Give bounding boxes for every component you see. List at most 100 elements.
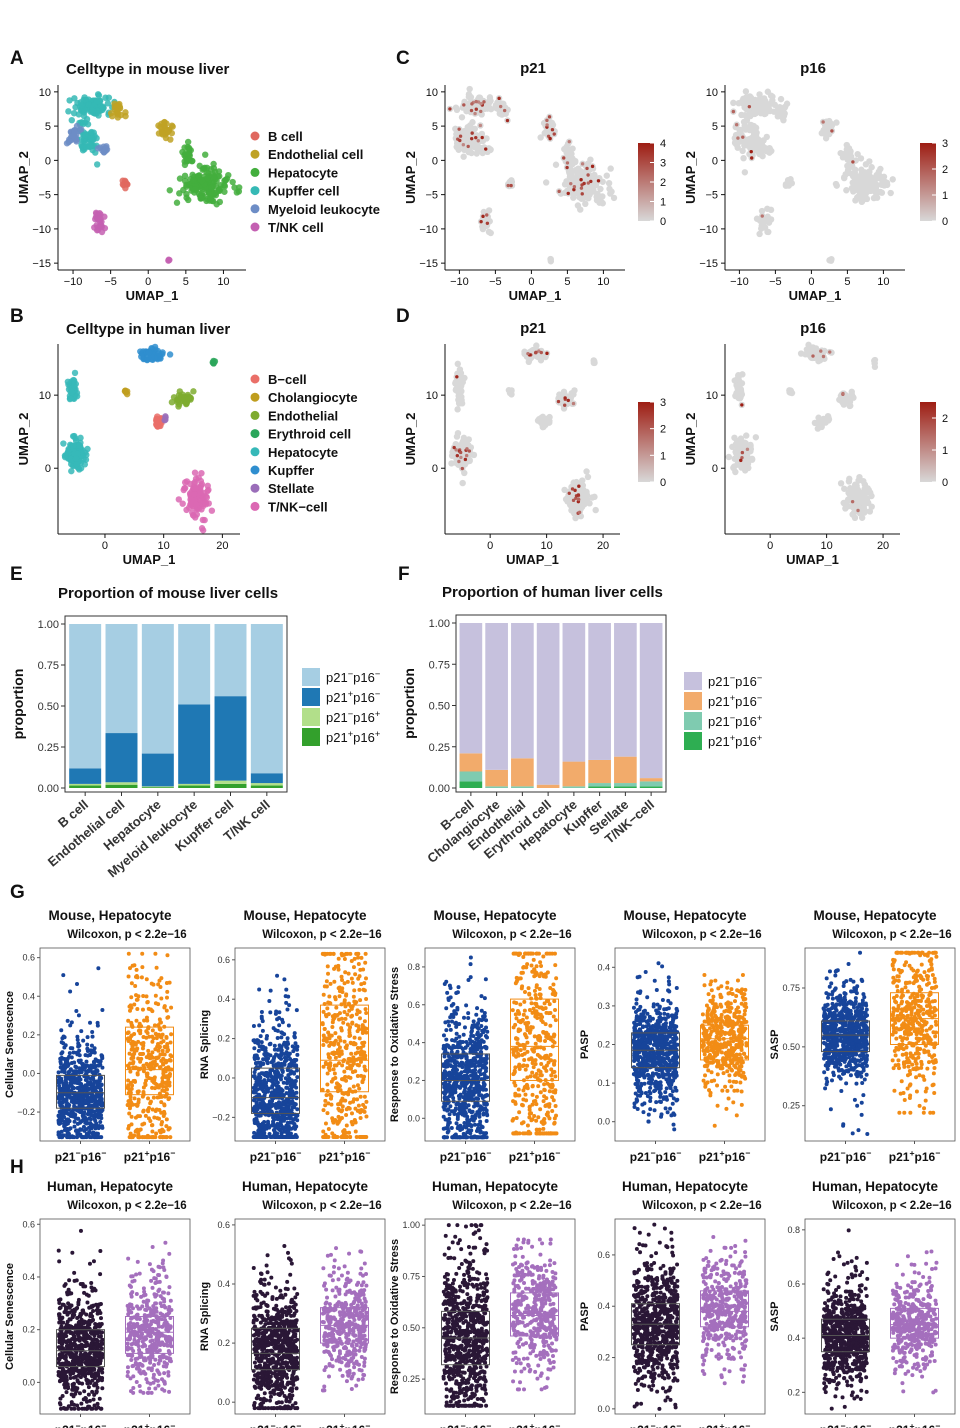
umap-point [737, 386, 744, 394]
y-tick-label: −15 [699, 258, 718, 270]
data-point [75, 1037, 80, 1042]
data-point [154, 1062, 159, 1067]
x-tick-label: 0 [487, 540, 493, 552]
x-tick-label: 5 [183, 276, 189, 288]
umap-point [605, 179, 613, 187]
label-part: p21 [708, 674, 730, 689]
colorbar-tick-label: 0 [660, 216, 666, 228]
x-tick-label: 20 [877, 540, 889, 552]
data-point [129, 1033, 134, 1038]
expressing-point [474, 135, 478, 140]
x-tick-label: p21−p16− [55, 1148, 106, 1164]
expressing-point [458, 450, 463, 455]
data-point [251, 1085, 256, 1090]
y-tick-label: 0 [712, 155, 718, 167]
colorbar-tick-label: 0 [942, 216, 948, 228]
data-point [286, 1041, 291, 1046]
expressing-point [579, 178, 583, 182]
data-point [282, 1032, 287, 1037]
legend-swatch [250, 392, 260, 402]
y-tick-label: 10 [39, 390, 51, 402]
expressing-point [745, 447, 750, 452]
umap-point [68, 467, 75, 475]
data-point [88, 1110, 93, 1115]
chart-title: p16 [800, 60, 826, 77]
x-tick-label: 20 [216, 540, 228, 552]
data-point [82, 1074, 87, 1079]
chart-title: Proportion of human liver cells [442, 584, 663, 601]
data-point [275, 1080, 280, 1085]
data-point [56, 1130, 61, 1135]
data-point [67, 1069, 72, 1074]
y-tick-label: 1.00 [429, 618, 450, 630]
data-point [132, 963, 137, 968]
umap-point [731, 434, 738, 441]
data-point [133, 1065, 138, 1070]
data-point [56, 1114, 61, 1119]
panel-letter-f: F [398, 564, 410, 585]
data-point [275, 1017, 280, 1022]
umap-point [725, 453, 733, 461]
data-point [271, 1026, 276, 1031]
umap-point [865, 186, 872, 193]
data-point [262, 1126, 267, 1131]
data-point [95, 1068, 100, 1073]
expressing-point [545, 351, 549, 356]
umap-point [779, 106, 786, 114]
jitter-points [320, 951, 369, 1140]
legend-label: B−cell [268, 372, 307, 387]
data-point [148, 1119, 153, 1124]
umap-point [168, 399, 176, 406]
data-point [57, 1086, 62, 1091]
data-point [277, 1010, 282, 1015]
expressing-point [567, 491, 571, 496]
superscript: − [375, 689, 380, 699]
data-point [134, 993, 139, 998]
umap-point [72, 455, 80, 462]
umap-point [202, 500, 210, 508]
data-point [294, 1068, 299, 1073]
expressing-point [841, 391, 845, 396]
label-part: p21 [708, 694, 730, 709]
data-point [364, 1114, 369, 1119]
data-point [252, 1057, 257, 1062]
data-point [166, 1097, 171, 1102]
expressing-point [596, 179, 601, 183]
data-point [84, 1077, 89, 1082]
data-point [99, 1053, 104, 1058]
data-point [270, 1135, 275, 1140]
umap-point [88, 128, 95, 136]
data-point [128, 1097, 133, 1102]
data-point [75, 1116, 80, 1121]
label-part: p16 [735, 714, 757, 729]
data-point [126, 1030, 131, 1035]
x-tick-label: 5 [564, 276, 570, 288]
umap-point [66, 97, 73, 104]
label-part: p16 [735, 734, 757, 749]
data-point [137, 1135, 142, 1140]
expressing-point [856, 508, 860, 513]
umap-point [78, 102, 86, 109]
y-tick-label: 0.75 [38, 660, 59, 672]
label-part: p21 [708, 734, 730, 749]
umap-point [738, 464, 745, 471]
umap-point [105, 94, 113, 101]
umap-point [870, 194, 878, 202]
umap-point [208, 507, 216, 514]
data-point [145, 1000, 150, 1005]
umap-point [873, 181, 880, 188]
panel-letter-c: C [396, 48, 410, 69]
y-tick-label: 0.00 [38, 783, 59, 795]
data-point [280, 1069, 285, 1074]
umap-point [65, 108, 72, 115]
bar-segment [214, 780, 247, 784]
y-axis-label: UMAP_2 [683, 151, 698, 204]
data-point [292, 1071, 297, 1076]
umap-point [866, 508, 874, 515]
colorbar-d2: 210 [920, 402, 948, 489]
bar-segment [614, 756, 637, 784]
umap-point [871, 363, 879, 371]
legend-label: Endothelial [268, 408, 338, 423]
points [446, 85, 618, 265]
